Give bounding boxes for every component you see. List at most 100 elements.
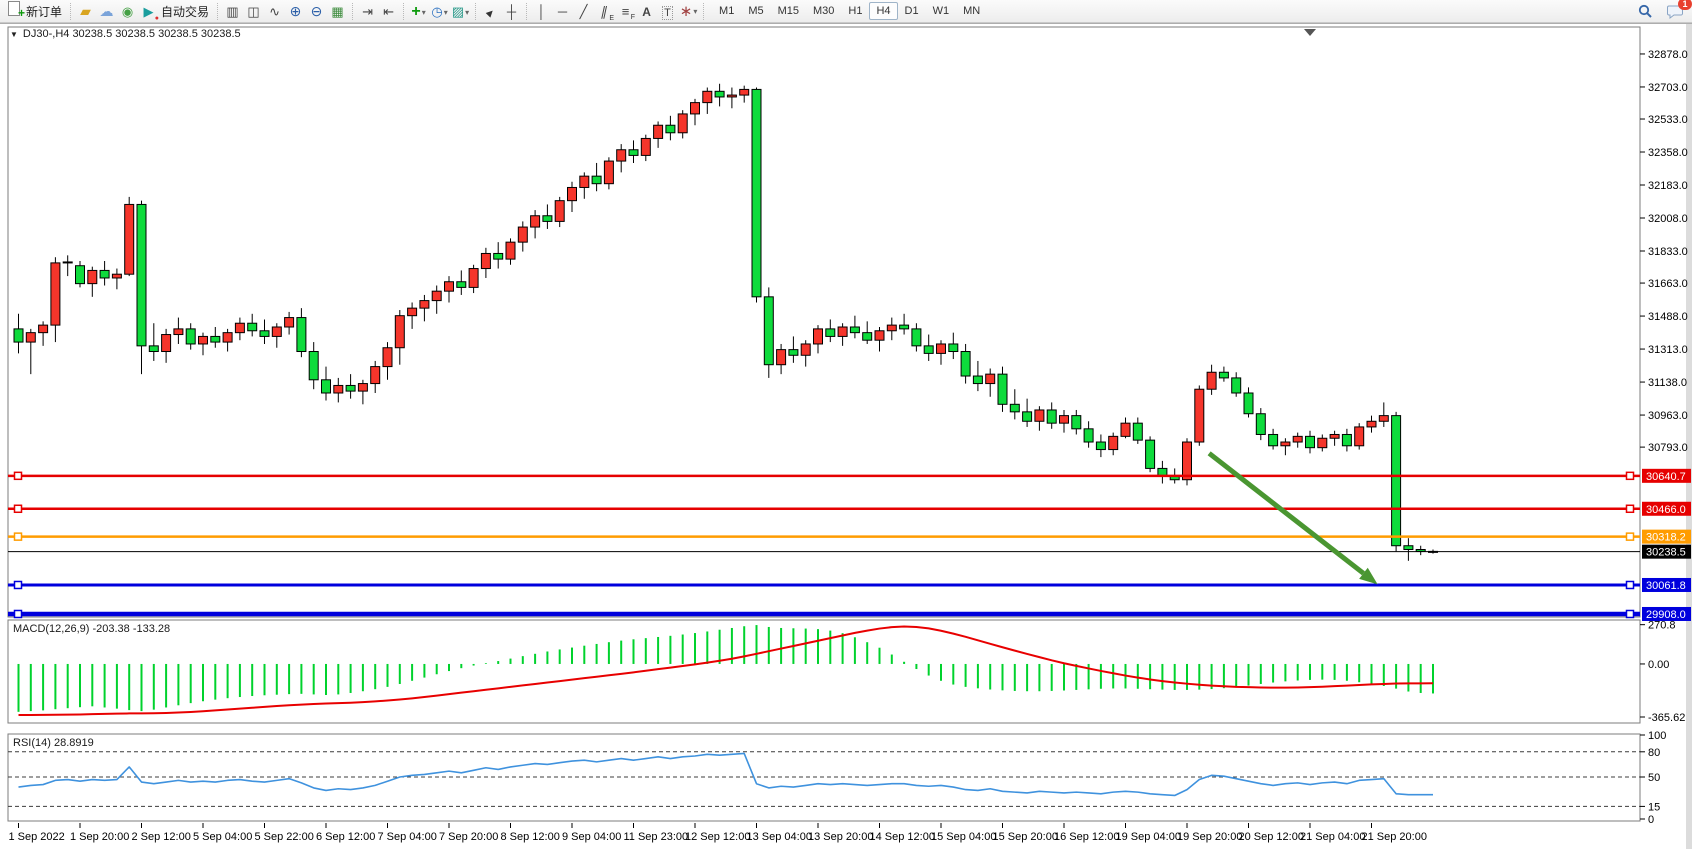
chart-bars-icon[interactable] — [223, 3, 242, 22]
candle — [1059, 409, 1069, 433]
autotrading-icon[interactable] — [139, 3, 159, 22]
timeframe-m30-button[interactable]: M30 — [813, 5, 835, 17]
candle — [13, 313, 24, 354]
candle — [259, 319, 270, 344]
line-handle[interactable] — [1625, 609, 1635, 619]
price-axis-tick-label: 31833.0 — [1648, 246, 1688, 258]
indicators-dropdown-icon[interactable]: ▾ — [421, 7, 426, 17]
autotrading-label[interactable]: 自动交易 — [161, 5, 210, 20]
candle — [616, 144, 627, 173]
line-handle[interactable] — [13, 580, 23, 590]
chart-title-bar: ▼ DJ30-,H4 30238.5 30238.5 30238.5 30238… — [10, 28, 241, 40]
candle-body — [1305, 435, 1315, 449]
candle-body — [837, 326, 848, 337]
chart-candles-icon[interactable] — [244, 3, 263, 22]
templates-dropdown-icon[interactable]: ▾ — [465, 7, 470, 17]
timeframe-h1-button[interactable]: H1 — [848, 5, 863, 17]
trendline-icon[interactable] — [574, 3, 593, 22]
line-handle[interactable] — [1625, 580, 1635, 590]
timeframe-mn-button[interactable]: MN — [963, 5, 981, 17]
candle-body — [948, 343, 959, 353]
periods-dropdown-icon[interactable]: ▾ — [443, 7, 448, 17]
cloud-icon[interactable] — [97, 2, 116, 21]
tile-windows-icon[interactable] — [328, 3, 347, 22]
macd-scale-tick-label: -365.62 — [1648, 712, 1685, 724]
timeframe-m15-button[interactable]: M15 — [777, 5, 799, 17]
trend-arrow-head[interactable] — [1359, 567, 1378, 585]
candle — [456, 270, 467, 295]
text-icon[interactable] — [637, 3, 656, 22]
chart-canvas[interactable]: 32878.0 32703.0 32533.0 32358.0 32183.0 32008… — [0, 24, 1692, 849]
candle — [1280, 438, 1291, 456]
cursor-icon[interactable] — [481, 4, 500, 23]
candle — [50, 257, 61, 343]
candle-body — [702, 90, 713, 104]
line-handle[interactable] — [13, 504, 23, 514]
arrows-dropdown-icon[interactable]: ▾ — [693, 6, 698, 16]
timeframe-m5-button[interactable]: M5 — [748, 5, 764, 17]
text-label-icon[interactable] — [658, 4, 677, 23]
candle — [825, 319, 836, 343]
one-click-trading-toggle-icon[interactable]: ▼ — [10, 29, 18, 39]
fibonacci-icon[interactable] — [616, 2, 635, 21]
chart-shift-marker-icon[interactable] — [1304, 29, 1316, 36]
line-handle[interactable] — [1625, 471, 1635, 481]
candle — [1095, 434, 1106, 458]
timeframe-w1-button[interactable]: W1 — [932, 5, 950, 17]
notifications-icon[interactable]: 1 — [1666, 0, 1692, 21]
chart-shift-icon[interactable] — [379, 3, 398, 22]
new-order-icon[interactable] — [4, 0, 25, 20]
trend-arrow[interactable] — [1207, 451, 1365, 576]
price-axis-tick-label: 32008.0 — [1648, 213, 1688, 225]
vertical-line-icon[interactable] — [532, 2, 551, 21]
candle — [1378, 402, 1389, 427]
line-handle[interactable] — [1625, 532, 1635, 541]
candle-body — [111, 273, 122, 279]
zoom-out-icon[interactable] — [307, 2, 326, 21]
line-handle[interactable] — [1625, 504, 1635, 514]
channel-icon[interactable] — [595, 3, 614, 22]
crayon-icon[interactable] — [76, 2, 95, 21]
crosshair-icon[interactable] — [502, 2, 521, 21]
timeframe-d1-button[interactable]: D1 — [904, 5, 919, 17]
line-handle[interactable] — [13, 532, 23, 541]
search-icon[interactable] — [1636, 2, 1655, 21]
rsi-scale-tick-label: 80 — [1648, 747, 1660, 759]
candle — [222, 328, 233, 352]
new-order-label[interactable]: 新订单 — [26, 5, 63, 20]
line-handle[interactable] — [13, 471, 23, 481]
indicators-icon[interactable]: ▾ — [409, 3, 428, 22]
arrows-icon[interactable]: ▾ — [679, 2, 698, 21]
timeframe-toolbar: M1 M5 M15 M30 H1 H4 D1 W1 MN — [712, 2, 987, 20]
candle-body — [677, 113, 688, 134]
periods-icon[interactable]: ▾ — [430, 3, 449, 22]
line-handle[interactable] — [13, 609, 23, 619]
candle — [677, 110, 688, 139]
timeframe-h4-button[interactable]: H4 — [869, 2, 898, 20]
candle — [800, 340, 811, 367]
candle — [1182, 438, 1192, 486]
candle — [1292, 432, 1303, 448]
chart-line-icon[interactable] — [265, 3, 284, 22]
candle — [111, 268, 122, 290]
sonar-icon[interactable] — [118, 3, 137, 22]
time-axis-label: 13 Sep 04:00 — [747, 831, 812, 843]
auto-scroll-icon[interactable] — [358, 3, 377, 22]
candle-body — [234, 322, 245, 334]
toolbar-separator — [352, 3, 354, 21]
candle-body — [1255, 413, 1266, 435]
candle-body — [185, 328, 196, 345]
candle-body — [1403, 545, 1414, 550]
toolbar-right-group: 1 — [1635, 0, 1692, 21]
candle-body — [321, 379, 331, 394]
candle-body — [739, 88, 750, 96]
templates-icon[interactable]: ▾ — [451, 3, 470, 22]
candle-body — [911, 328, 922, 347]
candle — [136, 200, 147, 375]
timeframe-m1-button[interactable]: M1 — [719, 5, 735, 17]
candle-body — [726, 94, 737, 98]
zoom-in-icon[interactable] — [286, 2, 305, 21]
candle-body — [1378, 415, 1389, 422]
candle-body — [99, 269, 110, 279]
horizontal-line-icon[interactable] — [553, 2, 572, 21]
